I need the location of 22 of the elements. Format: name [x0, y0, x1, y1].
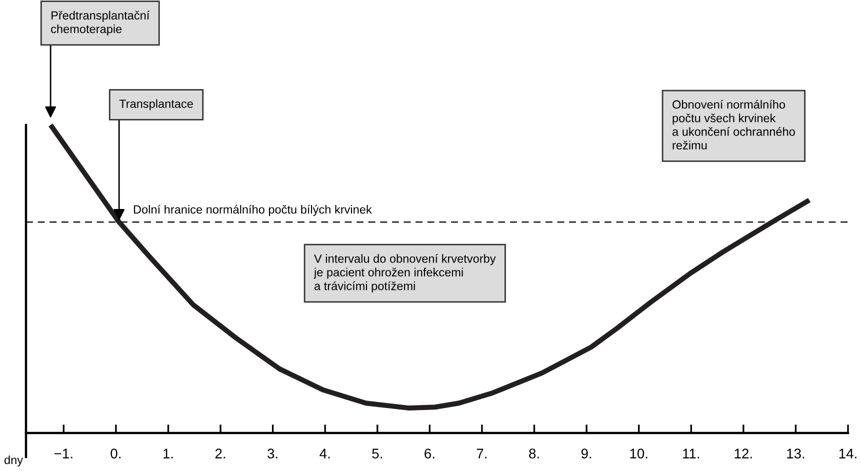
x-tick-label: 2.	[215, 448, 226, 458]
x-tick-label: 0.	[110, 448, 120, 458]
annotation: Obnovení normálního počtu všech krvinek a ukončení ochranného režimu	[672, 100, 795, 150]
annotation: Předtransplantační chemoterapie	[51, 10, 150, 36]
x-tick-label: 10.	[630, 448, 648, 458]
x-tick-label: 5.	[372, 448, 382, 458]
annotation: V intervalu do obnovení krvetvorby je pacient ohrožen infekcemi a trávicími potížemi	[314, 254, 496, 293]
annotation: Transplantace	[119, 99, 193, 110]
x-tick-label: 1.	[163, 448, 173, 458]
x-tick-label: 13.	[787, 448, 804, 458]
ref-line-label: Dolní hranice normálního počtu bílých krvinek	[134, 204, 372, 216]
x-tick-label: 3.	[268, 448, 278, 458]
x-tick-label: 7.	[476, 448, 486, 458]
x-tick-label: 12.	[734, 448, 752, 458]
x-tick-label: 4.	[320, 448, 330, 458]
x-tick-label: 14.	[839, 448, 856, 458]
x-tick-label: 8.	[529, 448, 539, 458]
x-tick-label: 11.	[683, 448, 700, 458]
x-tick-label: 6.	[424, 448, 434, 458]
x-tick-label: 9.	[581, 448, 592, 458]
x-tick-label: −1.	[54, 448, 72, 458]
x-axis-title: dny	[4, 455, 24, 467]
